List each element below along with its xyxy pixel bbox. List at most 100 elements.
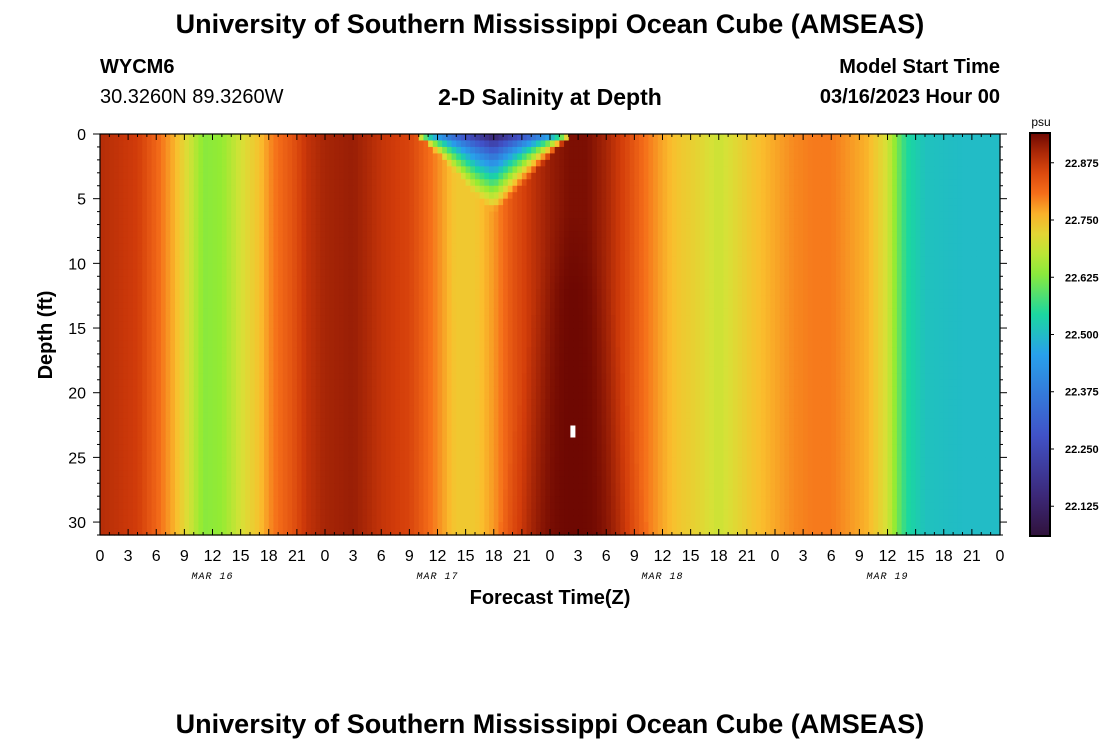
heatmap-cell — [296, 418, 303, 426]
heatmap-cell — [320, 263, 326, 271]
heatmap-cell — [160, 185, 167, 193]
heatmap-cell — [292, 489, 298, 497]
heatmap-cell — [221, 276, 228, 284]
heatmap-cell — [470, 392, 476, 400]
heatmap-cell — [264, 289, 270, 297]
heatmap-cell — [418, 515, 425, 523]
heatmap-cell — [339, 276, 345, 284]
heatmap-cell — [357, 185, 364, 193]
heatmap-cell — [268, 179, 275, 187]
heatmap-cell — [329, 399, 335, 407]
heatmap-cell — [123, 489, 129, 497]
heatmap-cell — [146, 392, 153, 400]
heatmap-cell — [100, 340, 106, 349]
heatmap-cell — [460, 360, 467, 368]
heatmap-cell — [189, 360, 195, 368]
heatmap-cell — [114, 166, 120, 174]
heatmap-cell — [189, 483, 195, 491]
heatmap-cell — [118, 431, 125, 439]
heatmap-cell — [245, 211, 251, 219]
heatmap-cell — [217, 179, 223, 187]
heatmap-cell — [128, 437, 134, 446]
heatmap-cell — [385, 263, 392, 271]
heatmap-cell — [460, 159, 467, 167]
heatmap-cell — [282, 528, 289, 536]
heatmap-cell — [198, 334, 204, 342]
heatmap-cell — [475, 205, 481, 213]
heatmap-cell — [446, 522, 453, 530]
heatmap-cell — [189, 269, 195, 277]
heatmap-cell — [306, 237, 312, 245]
heatmap-cell — [301, 418, 307, 426]
heatmap-cell — [390, 134, 396, 142]
heatmap-cell — [310, 321, 317, 329]
heatmap-cell — [385, 437, 392, 446]
heatmap-cell — [184, 211, 190, 219]
heatmap-cell — [104, 282, 110, 290]
heatmap-cell — [156, 502, 162, 510]
heatmap-cell — [114, 509, 120, 517]
heatmap-cell — [221, 334, 228, 342]
heatmap-cell — [128, 483, 134, 491]
heatmap-cell — [278, 159, 284, 167]
heatmap-cell — [273, 528, 279, 536]
heatmap-cell — [104, 399, 110, 407]
heatmap-cell — [151, 450, 157, 458]
heatmap-cell — [376, 528, 382, 536]
heatmap-cell — [207, 269, 214, 277]
heatmap-cell — [306, 185, 312, 193]
heatmap-cell — [456, 282, 462, 290]
heatmap-cell — [268, 502, 275, 510]
heatmap-cell — [395, 522, 401, 530]
heatmap-cell — [409, 243, 415, 252]
heatmap-cell — [296, 392, 303, 400]
heatmap-cell — [465, 134, 471, 142]
heatmap-cell — [400, 470, 406, 478]
heatmap-cell — [212, 399, 218, 407]
heatmap-cell — [189, 528, 195, 536]
heatmap-cell — [348, 153, 354, 161]
heatmap-cell — [465, 328, 471, 336]
heatmap-cell — [217, 172, 223, 180]
heatmap-cell — [451, 392, 457, 400]
heatmap-cell — [292, 205, 298, 213]
heatmap-cell — [451, 431, 457, 439]
heatmap-cell — [104, 263, 110, 271]
heatmap-cell — [273, 386, 279, 394]
heatmap-cell — [231, 347, 237, 355]
heatmap-cell — [371, 483, 378, 491]
heatmap-cell — [367, 134, 373, 142]
heatmap-cell — [414, 431, 420, 439]
heatmap-cell — [189, 502, 195, 510]
heatmap-cell — [470, 528, 476, 536]
heatmap-cell — [193, 328, 200, 336]
heatmap-cell — [465, 179, 471, 187]
heatmap-cell — [339, 269, 345, 277]
heatmap-cell — [268, 159, 275, 167]
heatmap-cell — [137, 211, 143, 219]
heatmap-cell — [381, 437, 387, 446]
heatmap-cell — [179, 172, 185, 180]
heatmap-cell — [348, 431, 354, 439]
heatmap-cell — [245, 159, 251, 167]
heatmap-cell — [428, 231, 434, 239]
heatmap-cell — [348, 237, 354, 245]
heatmap-cell — [395, 192, 401, 200]
heatmap-cell — [339, 392, 345, 400]
heatmap-cell — [100, 211, 106, 219]
heatmap-cell — [418, 334, 425, 342]
heatmap-cell — [118, 353, 125, 361]
heatmap-cell — [264, 250, 270, 258]
heatmap-cell — [385, 431, 392, 439]
heatmap-cell — [189, 134, 195, 142]
heatmap-cell — [240, 185, 246, 193]
heatmap-cell — [128, 302, 134, 310]
heatmap-cell — [310, 425, 317, 433]
heatmap-cell — [423, 276, 429, 284]
heatmap-cell — [339, 457, 345, 465]
heatmap-cell — [367, 366, 373, 374]
heatmap-cell — [114, 392, 120, 400]
heatmap-cell — [231, 146, 237, 155]
heatmap-cell — [343, 405, 350, 413]
heatmap-cell — [385, 179, 392, 187]
